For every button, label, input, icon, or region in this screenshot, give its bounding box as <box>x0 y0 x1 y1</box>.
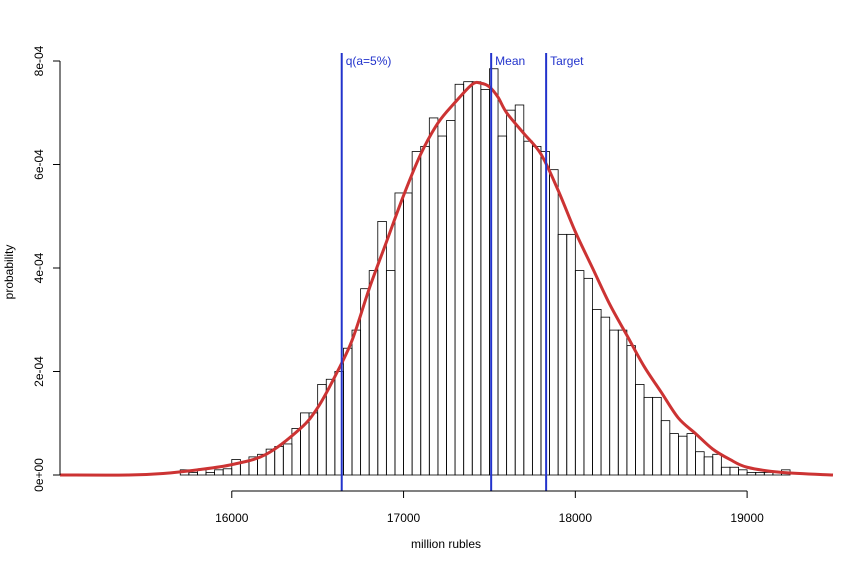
histogram-bar <box>566 233 576 476</box>
x-tick-label: 16000 <box>215 511 249 525</box>
histogram-bar <box>574 270 585 476</box>
histogram-bar <box>617 329 628 476</box>
histogram-bar <box>531 145 542 476</box>
histogram-bar <box>394 192 404 476</box>
x-tick-label: 18000 <box>559 511 593 525</box>
reference-line-label: q(a=5%) <box>346 54 392 68</box>
histogram-bars <box>179 68 791 476</box>
histogram-bar <box>703 456 714 476</box>
histogram-bar <box>360 288 370 476</box>
histogram-bar <box>446 120 456 476</box>
density-curve <box>59 80 834 477</box>
reference-lines: q(a=5%) Mean Target <box>340 53 584 491</box>
histogram-bar <box>686 433 696 476</box>
y-tick-label: 6e-04 <box>32 149 46 180</box>
y-tick-label: 0e+00 <box>32 458 46 492</box>
histogram-bar <box>755 472 765 476</box>
histogram-bar <box>557 233 568 476</box>
histogram-bar <box>471 81 482 476</box>
histogram-bar <box>635 384 645 476</box>
histogram-bar <box>343 347 353 476</box>
x-tick-label: 17000 <box>387 511 421 525</box>
histogram-bar <box>480 89 490 476</box>
histogram-bar <box>626 345 636 476</box>
histogram-bar <box>695 451 705 476</box>
histogram-bar <box>188 472 198 476</box>
histogram-bar <box>643 396 654 476</box>
histogram-bar <box>720 466 731 476</box>
histogram-bar <box>514 104 525 476</box>
x-axis-label: million rubles <box>411 537 481 551</box>
x-axis: 16000 17000 18000 19000 <box>215 490 764 525</box>
histogram-bar <box>583 277 593 476</box>
histogram-bar <box>506 109 516 476</box>
histogram-bar <box>497 135 508 476</box>
histogram-bar <box>523 140 533 476</box>
histogram-bar <box>600 316 611 476</box>
histogram-bar <box>403 192 413 476</box>
x-tick-label: 19000 <box>730 511 764 525</box>
y-axis: 0e+00 2e-04 4e-04 6e-04 8e-04 <box>32 45 61 492</box>
histogram-bar <box>712 453 722 476</box>
histogram-bar <box>274 446 284 476</box>
histogram-bar <box>308 412 319 476</box>
y-tick-label: 4e-04 <box>32 252 46 283</box>
histogram-bar <box>549 169 559 476</box>
y-axis-label: probability <box>2 245 16 300</box>
histogram-bar <box>669 433 679 476</box>
histogram-bar <box>454 83 465 476</box>
histogram-bar <box>420 145 430 476</box>
histogram-bar <box>609 329 619 476</box>
histogram-bar <box>214 469 224 476</box>
histogram-bar <box>463 81 473 476</box>
histogram-bar <box>592 308 602 476</box>
histogram-bar <box>351 329 362 476</box>
y-tick-label: 8e-04 <box>32 45 46 76</box>
histogram-bar <box>282 443 293 476</box>
reference-line-label: Mean <box>495 54 525 68</box>
histogram-bar <box>368 270 379 476</box>
histogram-bar <box>678 435 688 476</box>
histogram-bar <box>428 117 439 476</box>
histogram-bar <box>729 466 739 476</box>
histogram-bar <box>411 151 422 476</box>
histogram-bar <box>205 472 215 476</box>
histogram-bar <box>222 468 233 476</box>
histogram-bar <box>652 396 662 476</box>
histogram-bar <box>738 469 748 476</box>
y-tick-label: 2e-04 <box>32 356 46 387</box>
histogram-bar <box>746 472 757 476</box>
reference-line-label: Target <box>550 54 584 68</box>
histogram-bar <box>660 420 671 476</box>
histogram-bar <box>385 270 396 476</box>
histogram-bar <box>437 135 447 476</box>
